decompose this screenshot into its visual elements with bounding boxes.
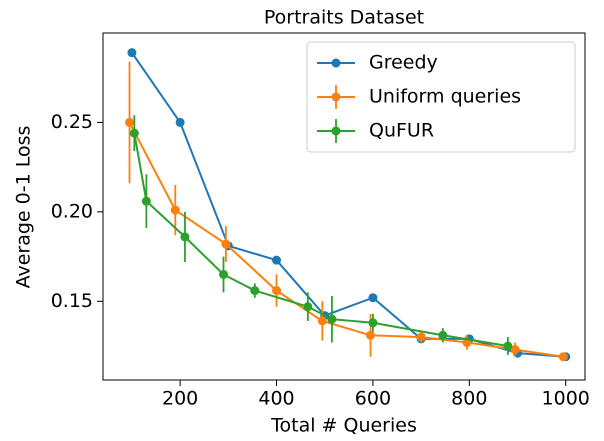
legend-box bbox=[306, 41, 576, 153]
point bbox=[503, 341, 513, 351]
point bbox=[327, 314, 337, 324]
x-axis-label: Total # Queries bbox=[270, 415, 417, 437]
point bbox=[416, 332, 426, 342]
y-tick-label: 0.15 bbox=[51, 290, 93, 312]
point bbox=[170, 205, 180, 215]
point bbox=[219, 269, 228, 279]
legend: Greedy Uniform queries QuFUR bbox=[306, 41, 576, 153]
x-tick-label: 800 bbox=[451, 388, 487, 410]
point bbox=[175, 117, 185, 127]
point bbox=[366, 330, 376, 340]
point bbox=[368, 318, 378, 328]
x-tick-label: 400 bbox=[258, 388, 294, 410]
legend-label: Greedy bbox=[369, 52, 438, 74]
point bbox=[510, 345, 520, 355]
point bbox=[125, 117, 135, 127]
point bbox=[272, 255, 282, 265]
point bbox=[368, 293, 378, 303]
point bbox=[303, 302, 313, 312]
point bbox=[272, 286, 282, 296]
point bbox=[438, 330, 448, 340]
series-line bbox=[133, 132, 509, 348]
x-tick-label: 200 bbox=[162, 388, 198, 410]
point bbox=[127, 48, 137, 58]
legend-marker bbox=[331, 58, 341, 68]
series-line bbox=[128, 121, 564, 358]
point bbox=[221, 239, 231, 249]
y-tick-label: 0.25 bbox=[51, 111, 93, 133]
x-tick-label: 1000 bbox=[542, 388, 590, 410]
point bbox=[141, 196, 151, 206]
point bbox=[129, 128, 139, 138]
point bbox=[250, 286, 260, 296]
y-tick-label: 0.20 bbox=[51, 200, 93, 222]
legend-label: QuFUR bbox=[369, 120, 434, 142]
point bbox=[317, 316, 327, 326]
y-axis-label: Average 0-1 Loss bbox=[13, 126, 35, 289]
chart-title: Portraits Dataset bbox=[264, 7, 424, 29]
plot-frame bbox=[102, 32, 586, 381]
legend-label: Uniform queries bbox=[369, 86, 521, 108]
point bbox=[180, 232, 190, 242]
point bbox=[558, 352, 568, 362]
x-tick-label: 600 bbox=[355, 388, 391, 410]
